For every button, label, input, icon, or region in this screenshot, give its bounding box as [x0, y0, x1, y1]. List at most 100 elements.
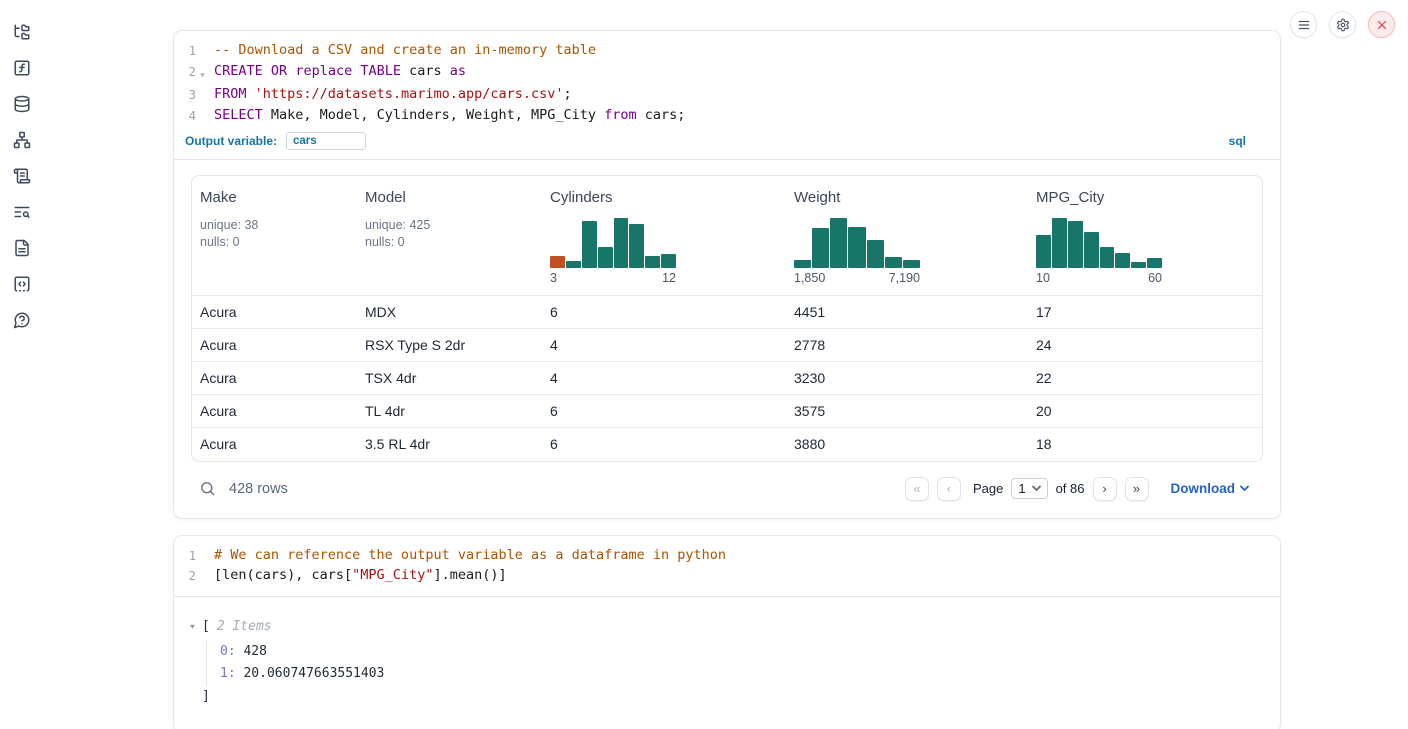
fold-chevron-icon[interactable]: ▼ [200, 71, 205, 79]
dataframe-table: Make unique: 38 nulls: 0 Model unique: 4… [191, 175, 1263, 462]
histogram-bar [812, 228, 830, 268]
histogram-bar [830, 218, 848, 268]
download-button[interactable]: Download [1171, 481, 1250, 496]
column-header-weight[interactable]: Weight 1,850 7,190 [794, 189, 920, 285]
code-line[interactable]: 2 [len(cars), cars["MPG_City"].mean()] [174, 566, 1280, 587]
notebook-actions [1290, 11, 1395, 38]
histogram-bar [661, 254, 676, 268]
sql-meta-bar: Output variable: sql [174, 126, 1280, 159]
chevron-down-icon [1240, 485, 1249, 492]
table-row[interactable]: Acura TSX 4dr 4 3230 22 [192, 361, 1262, 395]
items-count-label: 2 Items [216, 618, 272, 634]
histogram-bar [613, 218, 629, 268]
tree-entry-value: 428 [235, 643, 267, 659]
close-x-icon [1377, 20, 1386, 29]
open-bracket: [ [202, 618, 210, 634]
column-header-cylinders[interactable]: Cylinders 3 12 [550, 189, 676, 285]
line-number: 3 [188, 88, 196, 102]
table-row[interactable]: Acura 3.5 RL 4dr 6 3880 18 [192, 427, 1262, 461]
model-nulls-stat: nulls: 0 [365, 235, 405, 249]
table-cell: 6 [550, 304, 558, 320]
code-line[interactable]: 1 -- Download a CSV and create an in-memo… [174, 41, 1280, 62]
code-line[interactable]: 4 SELECT Make, Model, Cylinders, Weight, … [174, 106, 1280, 127]
collapse-chevron-icon[interactable]: ▼ [190, 622, 195, 630]
mpg-city-histogram[interactable]: 10 60 [1036, 218, 1162, 285]
page-number-select[interactable]: 1 [1011, 478, 1048, 499]
row-count: 428 rows [229, 480, 288, 497]
output-variable-label: Output variable: [185, 134, 278, 148]
histogram-bar [884, 257, 902, 268]
weight-histogram[interactable]: 1,850 7,190 [794, 218, 920, 285]
file-explorer-tree-icon[interactable] [13, 23, 31, 41]
fold-spacer [196, 41, 209, 62]
gear-icon [1336, 18, 1349, 31]
histogram-bar [902, 260, 920, 268]
chevron-down-icon [1031, 485, 1041, 492]
table-cell: Acura [200, 304, 237, 320]
column-header-mpg-city[interactable]: MPG_City 10 60 [1036, 189, 1162, 285]
table-cell: 22 [1036, 370, 1052, 386]
table-cell: 3230 [794, 370, 826, 386]
shutdown-button[interactable] [1368, 11, 1395, 38]
code-line[interactable]: 2 ▼ CREATE OR replace TABLE cars as [174, 62, 1280, 86]
hist-max-label: 7,190 [888, 271, 920, 285]
histogram-bar [1067, 221, 1083, 268]
prev-page-button[interactable]: ‹ [936, 476, 961, 501]
histogram-bar [1051, 218, 1067, 268]
table-row[interactable]: Acura RSX Type S 2dr 4 2778 24 [192, 328, 1262, 362]
datasets-database-icon[interactable] [13, 95, 31, 113]
python-code-editor[interactable]: 1 # We can reference the output variable … [174, 536, 1280, 596]
pagination: « ‹ Page 1 of 86 › » Download [904, 476, 1261, 501]
histogram-bar [1036, 235, 1051, 268]
settings-button[interactable] [1329, 11, 1356, 38]
page-total: of 86 [1055, 481, 1085, 496]
first-page-button[interactable]: « [904, 476, 929, 501]
table-cell: 4 [550, 337, 558, 353]
last-page-button[interactable]: » [1124, 476, 1149, 501]
hist-max-label: 12 [662, 271, 676, 285]
dependency-graph-icon[interactable] [13, 131, 31, 149]
table-cell: 4451 [794, 304, 826, 320]
code-line[interactable]: 1 # We can reference the output variable … [174, 546, 1280, 567]
table-cell: 3.5 RL 4dr [365, 436, 430, 453]
line-number: 1 [188, 44, 196, 58]
table-cell: RSX Type S 2dr [365, 337, 466, 353]
column-header-make[interactable]: Make unique: 38 nulls: 0 [192, 176, 357, 296]
table-cell: 20 [1036, 403, 1052, 419]
column-header-model[interactable]: Model unique: 425 nulls: 0 [357, 176, 542, 296]
sql-code-editor[interactable]: 1 -- Download a CSV and create an in-memo… [174, 31, 1280, 126]
table-cell: 17 [1036, 304, 1052, 320]
table-footer: 428 rows « ‹ Page 1 of 86 › » Dow [191, 462, 1263, 505]
snippets-code-icon[interactable] [13, 275, 31, 293]
table-row[interactable]: Acura MDX 6 4451 17 [192, 295, 1262, 329]
histogram-bar [645, 256, 661, 268]
menu-button[interactable] [1290, 11, 1317, 38]
python-editor-block: 1 # We can reference the output variable … [174, 536, 1280, 597]
page-label: Page [972, 481, 1004, 496]
python-cell-output: ▼ [ 2 Items 0: 428 1: 20.060747663551403 … [174, 597, 1280, 729]
histogram-bar [848, 227, 866, 268]
histogram-bar [629, 224, 645, 268]
table-cell: 18 [1036, 436, 1052, 453]
variables-function-icon[interactable] [13, 59, 31, 77]
documentation-file-icon[interactable] [13, 239, 31, 257]
histogram-bar [1083, 232, 1099, 268]
cylinders-histogram[interactable]: 3 12 [550, 218, 676, 285]
help-question-icon[interactable] [13, 311, 31, 329]
output-variable-input[interactable] [286, 132, 367, 150]
language-badge: sql [1228, 134, 1246, 148]
search-icon[interactable] [199, 480, 216, 497]
sql-editor-block: 1 -- Download a CSV and create an in-memo… [174, 31, 1280, 160]
tree-entry-value: 20.060747663551403 [235, 666, 385, 681]
line-number: 2 [188, 64, 196, 79]
table-row[interactable]: Acura TL 4dr 6 3575 20 [192, 394, 1262, 428]
make-nulls-stat: nulls: 0 [200, 235, 240, 249]
helper-panel-sidebar [0, 0, 44, 729]
next-page-button[interactable]: › [1092, 476, 1117, 501]
logs-search-icon[interactable] [13, 203, 31, 221]
model-unique-stat: unique: 425 [365, 218, 431, 232]
code-line[interactable]: 3 FROM 'https://datasets.marimo.app/cars.… [174, 85, 1280, 106]
close-bracket: ] [202, 688, 210, 704]
histogram-bar [794, 260, 812, 268]
outline-scroll-icon[interactable] [13, 167, 31, 185]
